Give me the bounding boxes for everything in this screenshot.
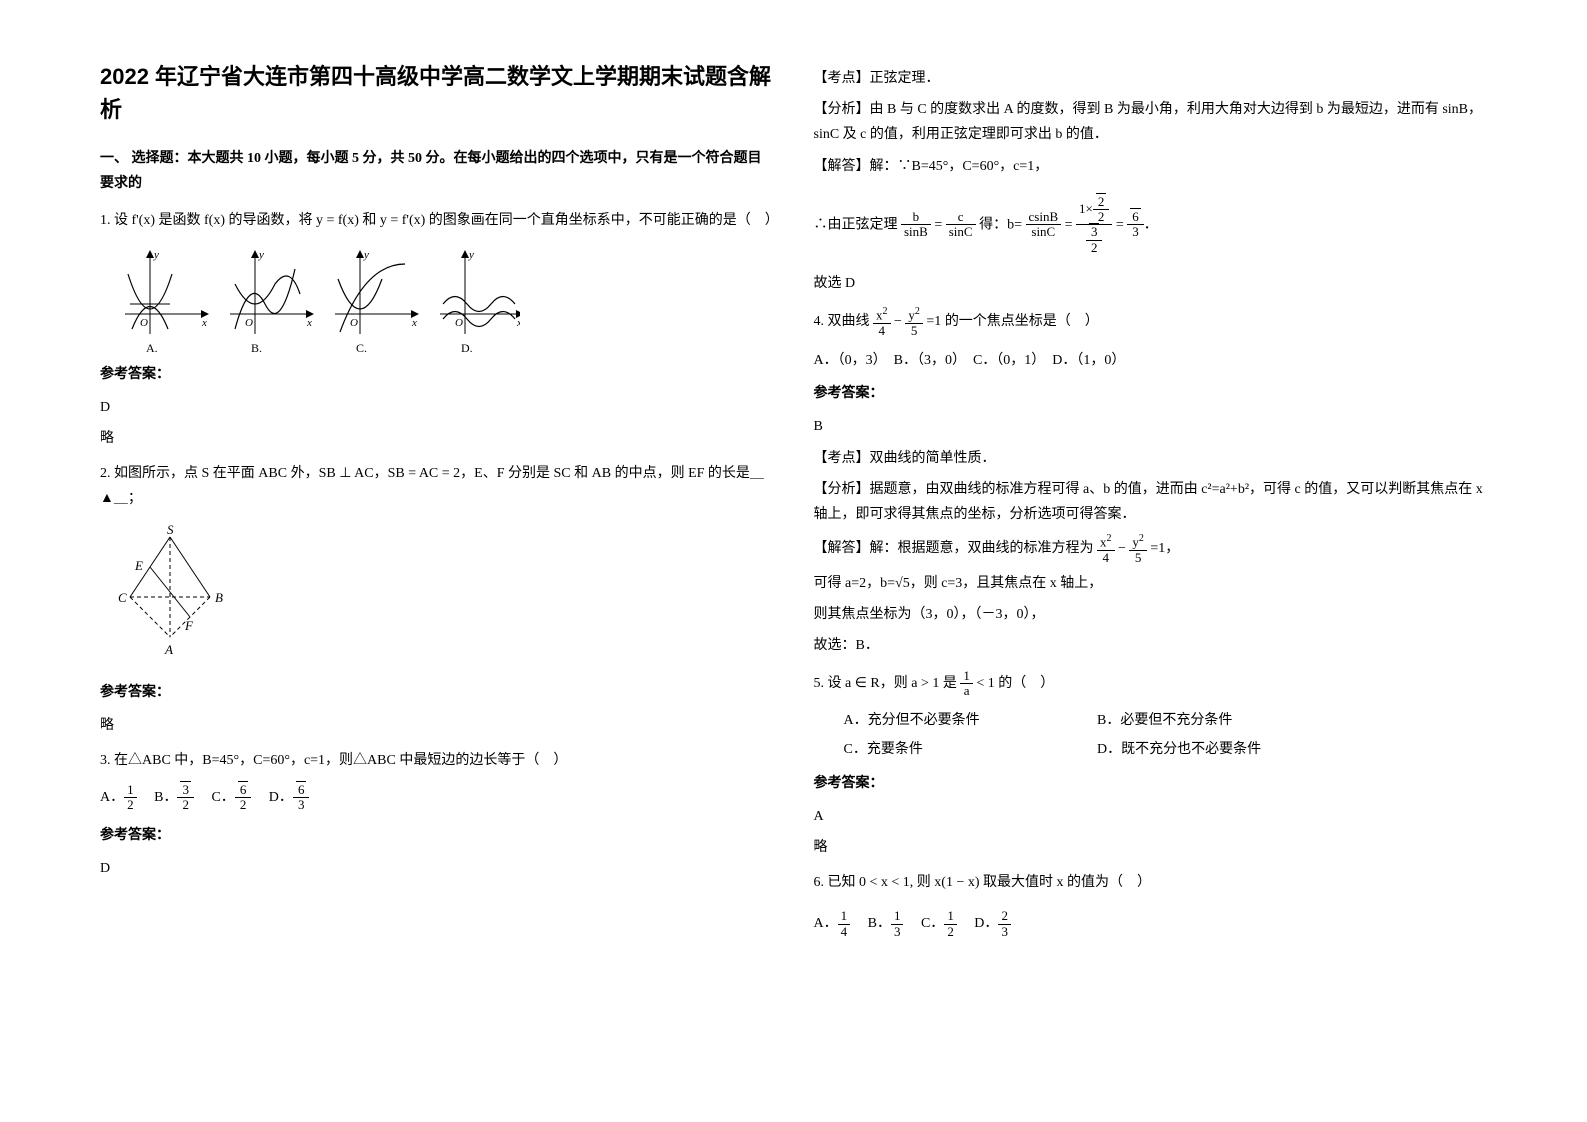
left-column: 2022 年辽宁省大连市第四十高级中学高二数学文上学期期末试题含解析 一、 选择…	[80, 60, 794, 1062]
q4-analysis: 【分析】据题意，由双曲线的标准方程可得 a、b 的值，进而由 c²=a²+b²，…	[814, 477, 1488, 527]
q4-solve: 【解答】解：根据题意，双曲线的标准方程为 x24 − y25 =1，	[814, 533, 1488, 565]
q3-solve-1: 【解答】解：∵B=45°，C=60°，c=1，	[814, 154, 1488, 179]
q1-ans-label: 参考答案：	[100, 362, 774, 387]
svg-text:A: A	[164, 642, 173, 657]
q4-solve-3: 则其焦点坐标为（3，0），（－3，0），	[814, 602, 1488, 627]
svg-text:y: y	[363, 249, 369, 261]
q1-ans: D	[100, 395, 774, 420]
q1-label-a: A.	[146, 341, 158, 354]
svg-text:x: x	[411, 317, 417, 329]
svg-text:O: O	[140, 317, 148, 329]
q5-ans-label: 参考答案：	[814, 771, 1488, 796]
q4-point: 【考点】双曲线的简单性质．	[814, 446, 1488, 471]
svg-text:x: x	[306, 317, 312, 329]
question-3: 3. 在△ABC 中，B=45°，C=60°，c=1，则△ABC 中最短边的边长…	[100, 748, 774, 773]
section-1-head: 一、 选择题：本大题共 10 小题，每小题 5 分，共 50 分。在每小题给出的…	[100, 146, 774, 196]
question-6: 6. 已知 0 < x < 1, 则 x(1 − x) 取最大值时 x 的值为（…	[814, 870, 1488, 895]
page-title: 2022 年辽宁省大连市第四十高级中学高二数学文上学期期末试题含解析	[100, 60, 774, 126]
question-4: 4. 双曲线 x24 − y25 =1 的一个焦点坐标是（ ）	[814, 306, 1488, 338]
question-2: 2. 如图所示，点 S 在平面 ABC 外，SB ⊥ AC，SB = AC = …	[100, 461, 774, 511]
q1-label-d: D.	[461, 341, 473, 354]
svg-text:S: S	[167, 522, 174, 537]
q4-solve-4: 故选：B．	[814, 633, 1488, 658]
q3-solve-2: ∴由正弦定理 bsinB = csinC 得：b= csinBsinC = 1×…	[814, 195, 1488, 255]
q6-options: A．14 B．13 C．12 D．23	[814, 909, 1488, 939]
q3-ans-label: 参考答案：	[100, 823, 774, 848]
svg-text:O: O	[245, 317, 253, 329]
svg-text:y: y	[153, 249, 159, 261]
q5-row1: A．充分但不必要条件 B．必要但不充分条件	[844, 708, 1488, 733]
svg-text:C: C	[118, 590, 127, 605]
q3-point: 【考点】正弦定理．	[814, 66, 1488, 91]
svg-text:F: F	[184, 618, 194, 633]
q5-row2: C．充要条件 D．既不充分也不必要条件	[844, 737, 1488, 762]
q4-ans-label: 参考答案：	[814, 381, 1488, 406]
svg-text:x: x	[201, 317, 207, 329]
svg-text:E: E	[134, 558, 143, 573]
question-1: 1. 设 f'(x) 是函数 f(x) 的导函数，将 y = f(x) 和 y …	[100, 208, 774, 233]
q1-graphs: y x O A. y x O B.	[100, 244, 520, 354]
q4-options: A．（0，3） B．（3，0） C．（0，1） D．（1，0）	[814, 348, 1488, 373]
q2-ans: 略	[100, 713, 774, 738]
svg-text:O: O	[350, 317, 358, 329]
q3-analysis: 【分析】由 B 与 C 的度数求出 A 的度数，得到 B 为最小角，利用大角对大…	[814, 97, 1488, 147]
svg-text:x: x	[516, 317, 520, 329]
svg-text:y: y	[258, 249, 264, 261]
q3-options: A．12 B．32 C．62 D．63	[100, 783, 774, 813]
right-column: 【考点】正弦定理． 【分析】由 B 与 C 的度数求出 A 的度数，得到 B 为…	[794, 60, 1508, 1062]
q2-diagram: S E C B F A	[100, 522, 240, 672]
question-5: 5. 设 a ∈ R，则 a > 1 是 1a < 1 的（ ）	[814, 669, 1488, 699]
svg-text:B: B	[215, 590, 223, 605]
q2-ans-label: 参考答案：	[100, 680, 774, 705]
q5-ans: A	[814, 804, 1488, 829]
q4-ans: B	[814, 414, 1488, 439]
q4-solve-2: 可得 a=2，b=√5，则 c=3，且其焦点在 x 轴上，	[814, 571, 1488, 596]
q3-ans: D	[100, 856, 774, 881]
svg-text:O: O	[455, 317, 463, 329]
q1-label-c: C.	[356, 341, 367, 354]
q3-conclusion: 故选 D	[814, 271, 1488, 296]
svg-text:y: y	[468, 249, 474, 261]
q1-label-b: B.	[251, 341, 262, 354]
q1-note: 略	[100, 426, 774, 451]
q5-note: 略	[814, 835, 1488, 860]
